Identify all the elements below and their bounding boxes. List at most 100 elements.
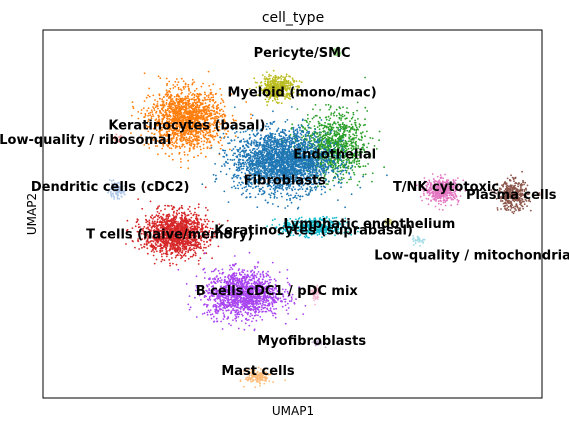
point: [257, 193, 260, 196]
point: [329, 140, 331, 143]
point: [152, 106, 154, 108]
point: [159, 122, 162, 125]
point: [276, 91, 279, 94]
point: [177, 132, 179, 135]
point: [153, 107, 155, 110]
point: [144, 114, 147, 116]
point: [219, 139, 222, 142]
point: [173, 131, 175, 134]
point: [350, 123, 353, 126]
point: [274, 135, 276, 138]
scatter-points: [107, 46, 541, 388]
point: [280, 78, 283, 80]
point: [147, 143, 150, 146]
point: [140, 134, 143, 137]
point: [329, 188, 331, 191]
point: [316, 133, 318, 135]
point: [294, 188, 296, 191]
point: [199, 148, 202, 151]
point: [320, 165, 323, 168]
point: [289, 75, 291, 78]
point: [195, 122, 198, 124]
point: [240, 140, 242, 143]
point: [286, 96, 289, 99]
point: [336, 170, 339, 173]
point: [341, 123, 344, 126]
point: [168, 155, 171, 158]
point: [204, 129, 207, 131]
point: [331, 128, 334, 131]
point: [312, 108, 314, 111]
point: [184, 98, 187, 101]
point: [198, 136, 200, 139]
point: [162, 145, 165, 147]
point: [348, 134, 351, 136]
point: [172, 100, 175, 102]
point: [342, 127, 345, 129]
point: [183, 88, 185, 90]
point: [148, 87, 151, 90]
point: [168, 90, 170, 93]
point: [214, 121, 217, 124]
point: [169, 87, 172, 90]
point: [132, 107, 135, 110]
point: [274, 84, 277, 87]
point: [154, 106, 157, 108]
point: [350, 162, 353, 165]
point: [130, 114, 133, 117]
point: [295, 80, 298, 83]
point: [233, 106, 236, 109]
point: [205, 95, 208, 97]
point: [178, 145, 181, 148]
point: [329, 125, 332, 127]
point: [192, 102, 195, 104]
point: [204, 98, 207, 101]
point: [244, 161, 247, 164]
point: [175, 138, 178, 141]
point: [259, 81, 262, 84]
point: [223, 105, 226, 108]
point: [178, 110, 181, 113]
point: [332, 126, 335, 129]
point: [334, 50, 336, 53]
point: [147, 94, 150, 97]
point: [338, 112, 341, 115]
point: [272, 91, 274, 93]
point: [298, 86, 301, 89]
point: [283, 79, 286, 81]
point: [337, 54, 340, 57]
point: [245, 196, 248, 199]
point: [190, 98, 193, 101]
point: [339, 172, 342, 175]
point: [217, 107, 220, 109]
point: [269, 194, 272, 197]
point: [194, 133, 197, 136]
point: [188, 93, 190, 95]
point: [202, 147, 205, 150]
point: [299, 138, 302, 141]
point: [288, 97, 290, 99]
point: [189, 114, 191, 117]
point: [324, 136, 327, 139]
point: [169, 142, 172, 144]
point: [198, 115, 201, 118]
point: [237, 187, 240, 190]
point: [355, 136, 357, 139]
point: [249, 156, 252, 159]
point: [304, 167, 306, 170]
point: [205, 141, 208, 144]
point: [241, 181, 243, 184]
point: [346, 117, 348, 120]
point: [158, 124, 161, 127]
point: [266, 90, 269, 92]
point: [170, 104, 173, 106]
point: [320, 143, 322, 146]
point: [158, 115, 161, 117]
point: [242, 192, 245, 195]
point: [165, 109, 167, 112]
point: [338, 116, 341, 119]
point: [272, 121, 275, 124]
point: [344, 169, 347, 172]
point: [318, 134, 321, 136]
point: [235, 155, 238, 158]
